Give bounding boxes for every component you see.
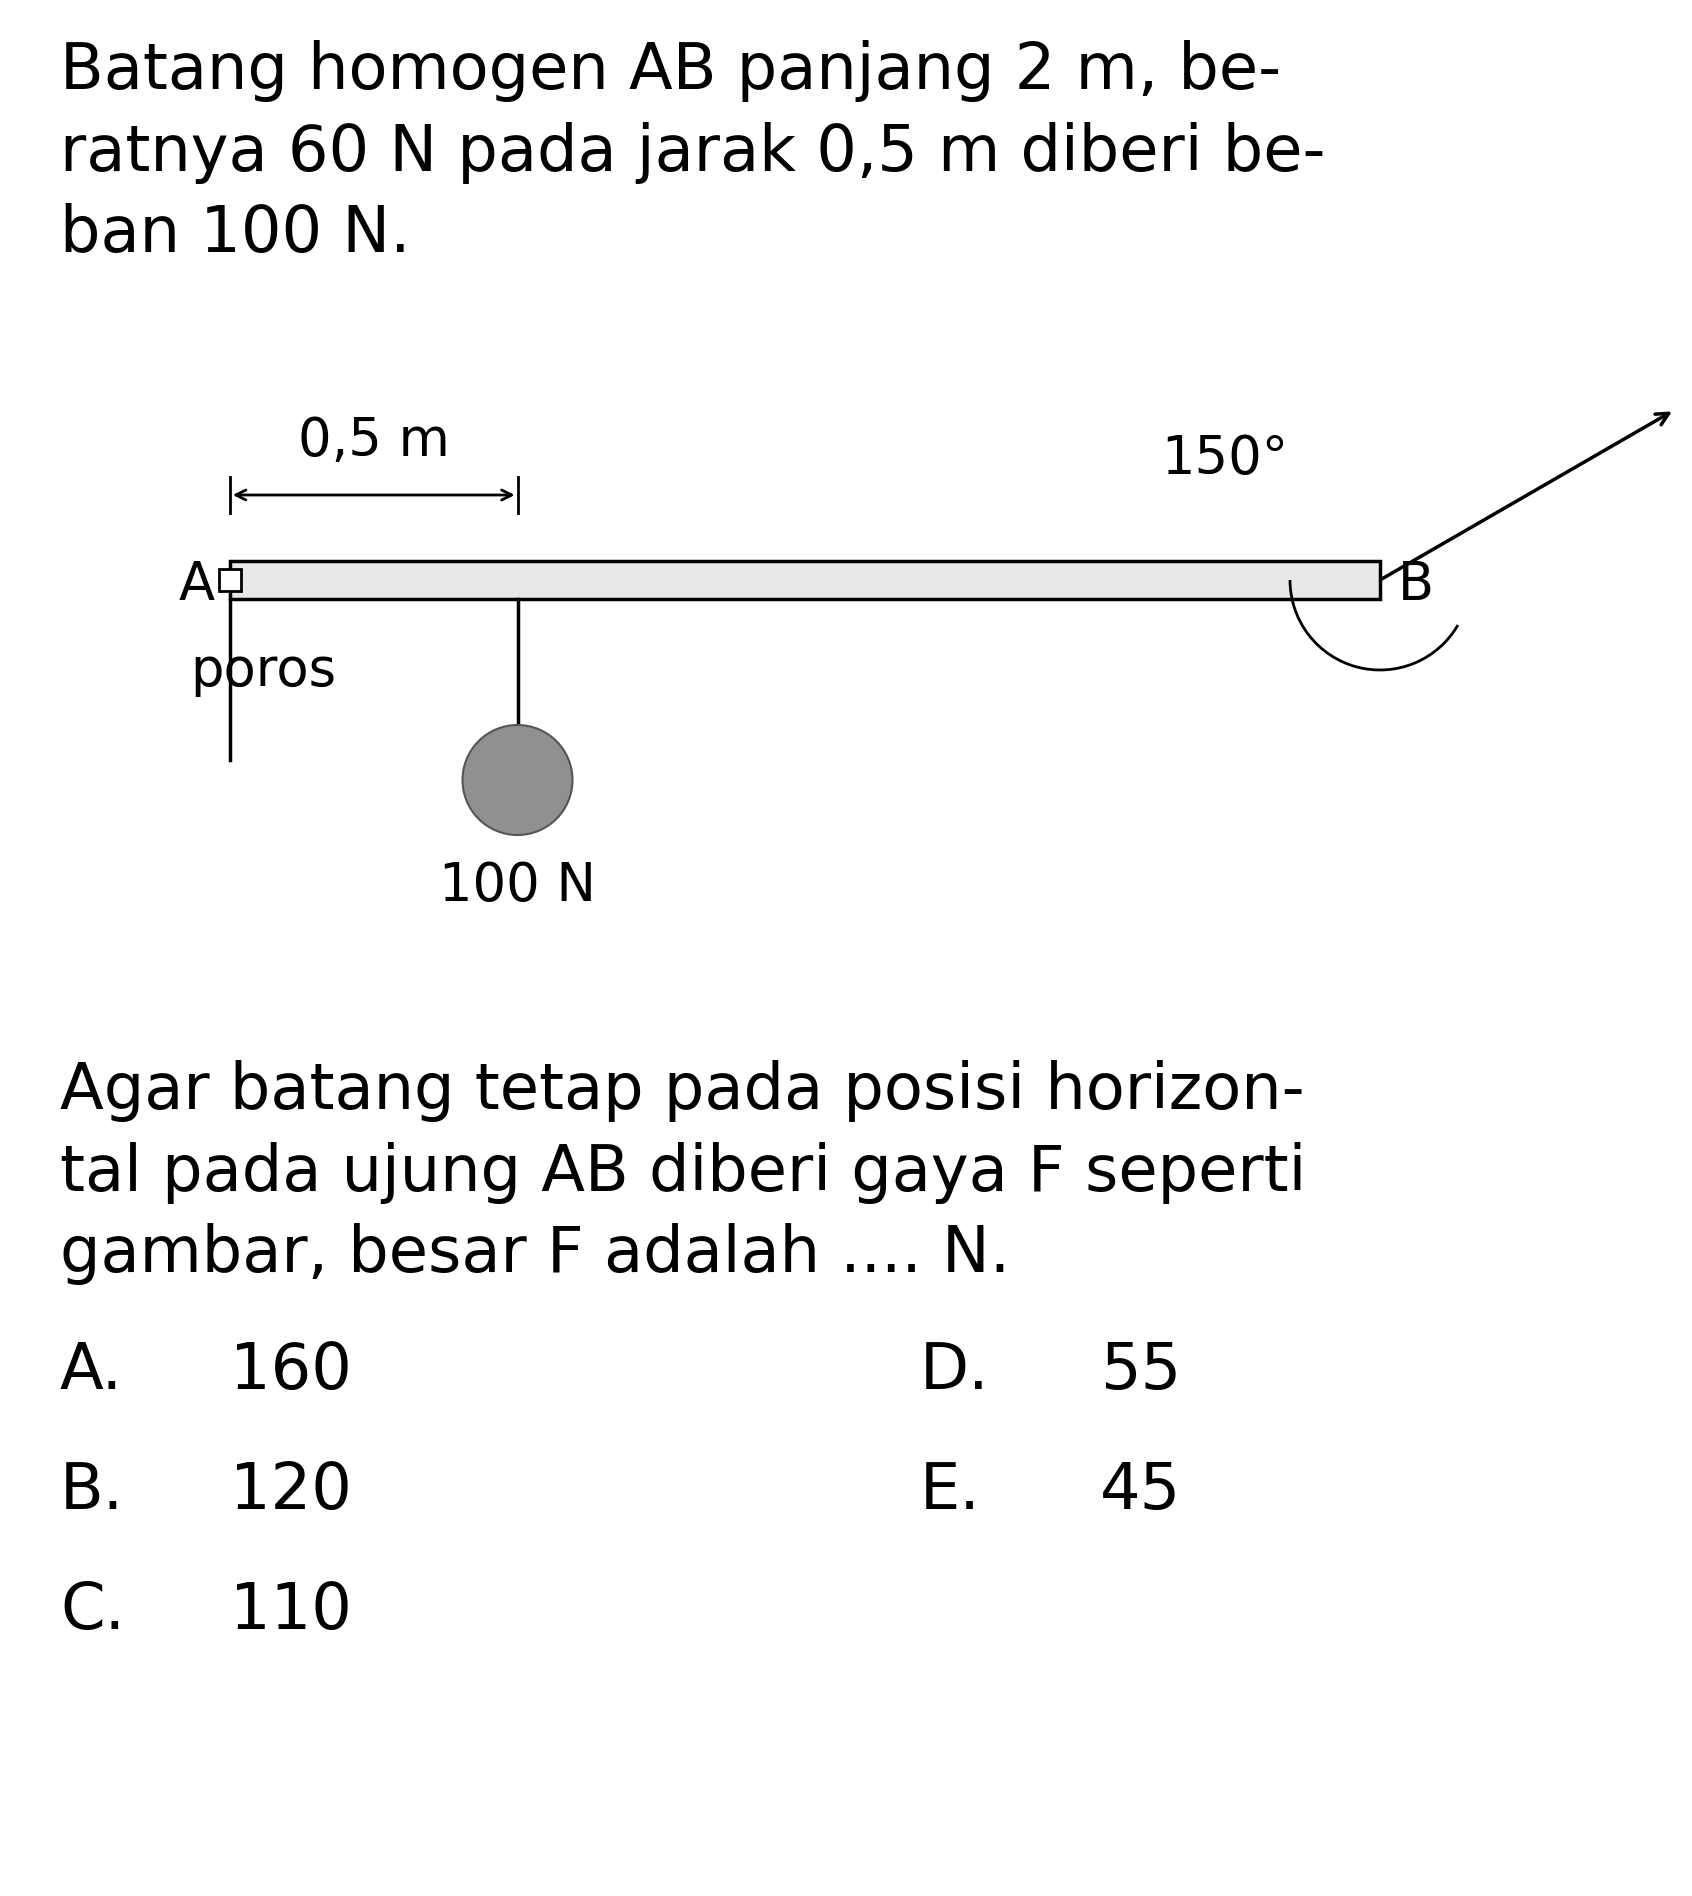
Text: B: B <box>1398 559 1435 611</box>
Text: 100 N: 100 N <box>438 861 596 912</box>
Text: B.: B. <box>59 1460 124 1522</box>
Circle shape <box>462 724 572 834</box>
Text: C.: C. <box>59 1579 125 1642</box>
Text: 160: 160 <box>230 1340 352 1401</box>
Text: A.: A. <box>59 1340 124 1401</box>
Text: Agar batang tetap pada posisi horizon-
tal pada ujung AB diberi gaya F seperti
g: Agar batang tetap pada posisi horizon- t… <box>59 1060 1306 1285</box>
Text: 45: 45 <box>1100 1460 1181 1522</box>
Text: 55: 55 <box>1100 1340 1181 1401</box>
Text: 0,5 m: 0,5 m <box>298 415 450 466</box>
Text: A: A <box>179 559 215 611</box>
Text: D.: D. <box>920 1340 990 1401</box>
Text: 110: 110 <box>230 1579 352 1642</box>
Text: E.: E. <box>920 1460 981 1522</box>
Text: Batang homogen AB panjang 2 m, be-
ratnya 60 N pada jarak 0,5 m diberi be-
ban 1: Batang homogen AB panjang 2 m, be- ratny… <box>59 40 1325 265</box>
Bar <box>218 569 240 592</box>
Text: 150°: 150° <box>1161 432 1289 485</box>
Bar <box>230 561 1381 599</box>
Text: 120: 120 <box>230 1460 352 1522</box>
Text: poros: poros <box>190 645 337 698</box>
